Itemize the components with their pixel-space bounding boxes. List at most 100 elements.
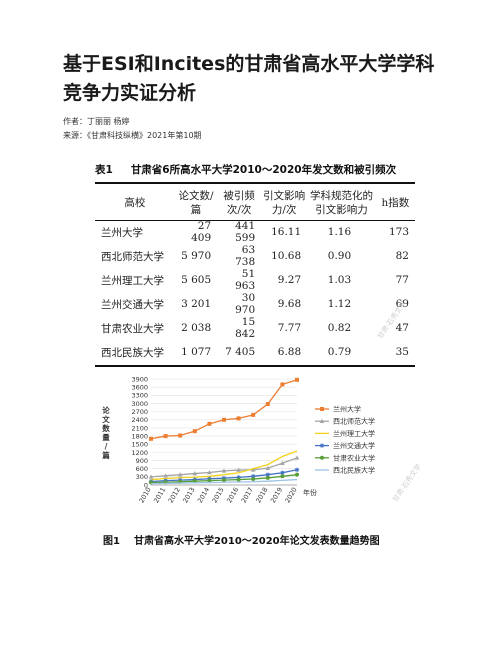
data-point: [250, 467, 256, 472]
y-tick-label: 1800: [131, 432, 148, 440]
legend-label: 甘肃农业大学: [333, 453, 375, 462]
column-header-h-index: h指数: [381, 197, 410, 209]
column-header-citation-impact: 引文影响力/次: [263, 190, 306, 216]
cell-h-index: 35: [395, 346, 409, 358]
column-header-normalized-impact: 学科规范化的引文影响力: [309, 190, 373, 216]
column-header-papers: 论文数/篇: [178, 190, 214, 216]
column-header-citations: 被引频次/次: [223, 190, 255, 216]
x-tick-label: 2010: [138, 486, 153, 504]
cell-university: 兰州大学: [101, 226, 143, 239]
cell-h-index: 47: [395, 322, 409, 334]
data-point: [265, 465, 271, 470]
y-axis-label-char: 论: [102, 405, 110, 415]
cell-normalized-impact: 0.79: [327, 346, 352, 358]
statistics-table: 高校 论文数/篇 被引频次/次 引文影响力/次 学科规范化的引文影响力 h指数 …: [95, 186, 415, 364]
article-source: 来源：《甘肃科技纵横》2021年第10期: [63, 131, 202, 140]
y-tick-label: 600: [136, 465, 148, 473]
y-tick-label: 2700: [131, 408, 148, 416]
data-point: [221, 468, 227, 473]
cell-citation-impact: 6.88: [277, 346, 302, 358]
data-point: [295, 472, 299, 477]
y-tick-label: 1200: [131, 449, 148, 457]
cell-university: 兰州理工大学: [101, 274, 164, 287]
table-header-row: 高校 论文数/篇 被引频次/次 引文影响力/次 学科规范化的引文影响力 h指数: [95, 186, 415, 220]
column-header-university: 高校: [124, 197, 146, 209]
figure-caption-number: 图1: [103, 536, 120, 547]
cell-h-index: 82: [395, 250, 409, 262]
cell-papers: 5 605: [181, 274, 212, 286]
data-point: [280, 470, 285, 475]
table-row: 兰州大学 27 409 441 599 16.11 1.16 173: [95, 220, 415, 244]
data-point: [163, 473, 168, 478]
data-point: [222, 478, 226, 483]
y-axis-label-char: 量: [102, 432, 110, 442]
cell-citation-impact: 10.68: [271, 250, 302, 262]
y-tick-label: 3900: [131, 375, 148, 383]
data-point: [319, 443, 325, 448]
cell-university: 兰州交通大学: [101, 298, 164, 311]
cell-papers: 3 201: [181, 298, 212, 310]
table-header-rule: [95, 220, 415, 221]
data-point: [177, 472, 183, 477]
table-caption-text: 甘肃省6所高水平大学2010～2020年发文数和被引频次: [130, 164, 397, 176]
chart-svg: 0300600900120015001800210024002700300033…: [102, 375, 375, 504]
data-point: [192, 429, 197, 434]
y-axis-label-char: /: [105, 442, 108, 451]
data-point: [294, 455, 300, 460]
data-point: [222, 417, 226, 422]
cell-university: 西北民族大学: [101, 346, 164, 359]
cell-h-index: 77: [395, 274, 409, 286]
y-tick-label: 3600: [131, 384, 148, 392]
x-tick-label: 2012: [167, 486, 182, 504]
table-row: 甘肃农业大学 2 038 15 842 7.77 0.82 47: [95, 316, 415, 340]
cell-citations: 51 963: [235, 268, 256, 292]
cell-papers: 1 077: [181, 346, 212, 358]
data-point: [149, 436, 153, 441]
x-tick-label: 2016: [225, 486, 240, 504]
table-top-rule: [95, 182, 415, 184]
table-row: 西北师范大学 5 970 63 738 10.68 0.90 82: [95, 244, 415, 268]
data-point: [280, 474, 285, 479]
table-caption: 表1 甘肃省6所高水平大学2010～2020年发文数和被引频次: [95, 162, 396, 177]
table-row: 兰州理工大学 5 605 51 963 9.27 1.03 77: [95, 268, 415, 292]
data-point: [320, 455, 324, 460]
x-tick-label: 2011: [152, 486, 167, 504]
article-authors: 作者：丁丽丽 杨婷: [63, 117, 130, 126]
legend-label: 兰州大学: [333, 405, 361, 414]
table-caption-number: 表1: [95, 164, 113, 176]
article-title: 基于ESI和Incites的甘肃省高水平大学学科竞争力实证分析: [63, 53, 435, 104]
data-point: [236, 416, 241, 421]
figure-caption: 图1 甘肃省高水平大学2010～2020年论文发表数量趋势图: [103, 532, 380, 547]
cell-citations: 63 738: [235, 244, 256, 268]
data-point: [320, 407, 324, 411]
cell-normalized-impact: 0.82: [327, 322, 352, 334]
cell-citations: 15 842: [235, 316, 256, 340]
data-point: [280, 382, 285, 387]
series-line: [150, 379, 298, 440]
data-point: [163, 434, 168, 439]
y-tick-label: 3300: [131, 392, 148, 400]
cell-papers: 5 970: [181, 250, 212, 262]
y-tick-label: 3000: [131, 400, 148, 408]
y-tick-label: 2100: [131, 424, 148, 432]
data-point: [178, 433, 183, 438]
figure-caption-text: 甘肃省高水平大学2010～2020年论文发表数量趋势图: [133, 536, 380, 547]
x-tick-label: 2017: [240, 486, 255, 504]
cell-papers: 27 409: [191, 220, 212, 244]
x-tick-label: 2019: [269, 486, 284, 504]
data-point: [148, 474, 154, 479]
data-point: [265, 402, 270, 407]
y-axis-label-char: 篇: [102, 450, 110, 460]
legend-label: 兰州理工大学: [333, 429, 375, 438]
data-point: [280, 460, 285, 466]
legend-label: 兰州交通大学: [333, 441, 375, 450]
cell-citation-impact: 16.11: [271, 226, 302, 238]
cell-citations: 441 599: [235, 220, 256, 244]
cell-university: 甘肃农业大学: [101, 322, 164, 335]
table-bottom-rule: [95, 365, 415, 367]
data-point: [319, 418, 325, 423]
y-tick-label: 900: [136, 457, 148, 465]
y-tick-label: 2400: [131, 416, 148, 424]
data-point: [251, 474, 256, 479]
x-tick-label: 2013: [181, 486, 196, 504]
